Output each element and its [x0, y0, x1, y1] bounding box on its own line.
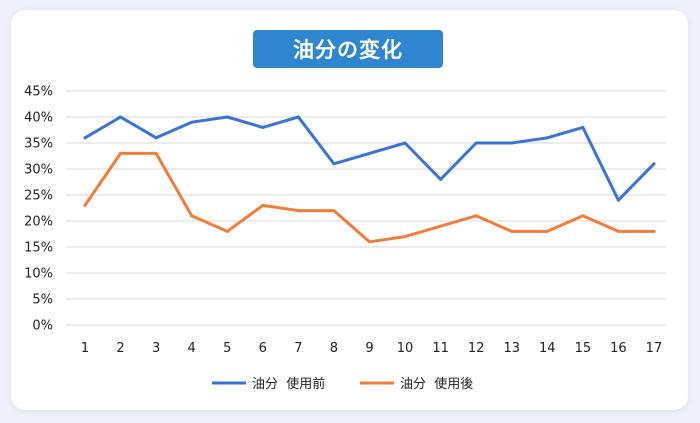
- data-point: [83, 203, 87, 207]
- x-tick-label: 2: [116, 341, 124, 356]
- x-tick-label: 11: [432, 341, 449, 356]
- data-point: [652, 162, 656, 166]
- data-point: [225, 115, 229, 119]
- data-point: [616, 198, 620, 202]
- data-point: [154, 136, 158, 140]
- x-tick-label: 8: [330, 341, 338, 356]
- x-tick-label: 14: [539, 341, 556, 356]
- data-point: [225, 229, 229, 233]
- data-point: [616, 229, 620, 233]
- data-point: [545, 229, 549, 233]
- chart-card: [11, 10, 688, 410]
- data-point: [403, 235, 407, 239]
- data-point: [581, 214, 585, 218]
- y-tick-label: 20%: [24, 215, 53, 230]
- chart-title: 油分の変化: [253, 30, 443, 68]
- data-point: [581, 125, 585, 129]
- x-tick-label: 7: [294, 341, 302, 356]
- data-point: [332, 209, 336, 213]
- data-point: [367, 151, 371, 155]
- x-tick-label: 13: [503, 341, 520, 356]
- x-tick-label: 6: [259, 341, 267, 356]
- series-line-2: [83, 151, 656, 244]
- y-tick-label: 35%: [24, 137, 53, 152]
- data-point: [261, 125, 265, 129]
- data-point: [190, 120, 194, 124]
- x-tick-label: 16: [610, 341, 627, 356]
- x-tick-label: 4: [188, 341, 196, 356]
- data-point: [190, 214, 194, 218]
- y-tick-label: 15%: [24, 241, 53, 256]
- y-tick-label: 25%: [24, 189, 53, 204]
- x-tick-label: 17: [646, 341, 663, 356]
- data-point: [332, 162, 336, 166]
- data-point: [296, 209, 300, 213]
- x-tick-label: 12: [468, 341, 485, 356]
- x-tick-label: 10: [397, 341, 414, 356]
- data-point: [367, 240, 371, 244]
- data-point: [296, 115, 300, 119]
- y-tick-label: 30%: [24, 163, 53, 178]
- x-tick-label: 1: [81, 341, 89, 356]
- data-point: [439, 177, 443, 181]
- data-point: [652, 229, 656, 233]
- y-tick-label: 40%: [24, 111, 53, 126]
- x-tick-label: 9: [365, 341, 373, 356]
- legend-label: 油分 使用前: [252, 376, 325, 392]
- data-point: [83, 136, 87, 140]
- data-point: [474, 141, 478, 145]
- data-point: [510, 229, 514, 233]
- y-tick-label: 5%: [32, 293, 53, 308]
- data-point: [403, 141, 407, 145]
- data-point: [119, 115, 123, 119]
- data-point: [154, 151, 158, 155]
- x-tick-label: 5: [223, 341, 231, 356]
- legend-label: 油分 使用後: [400, 376, 473, 392]
- data-point: [261, 203, 265, 207]
- data-point: [510, 141, 514, 145]
- y-tick-label: 45%: [24, 85, 53, 100]
- y-tick-label: 0%: [32, 319, 53, 334]
- data-point: [439, 224, 443, 228]
- data-point: [119, 151, 123, 155]
- data-point: [545, 136, 549, 140]
- x-tick-label: 3: [152, 341, 160, 356]
- y-tick-label: 10%: [24, 267, 53, 282]
- series-line-1: [83, 115, 656, 202]
- x-tick-label: 15: [575, 341, 592, 356]
- data-point: [474, 214, 478, 218]
